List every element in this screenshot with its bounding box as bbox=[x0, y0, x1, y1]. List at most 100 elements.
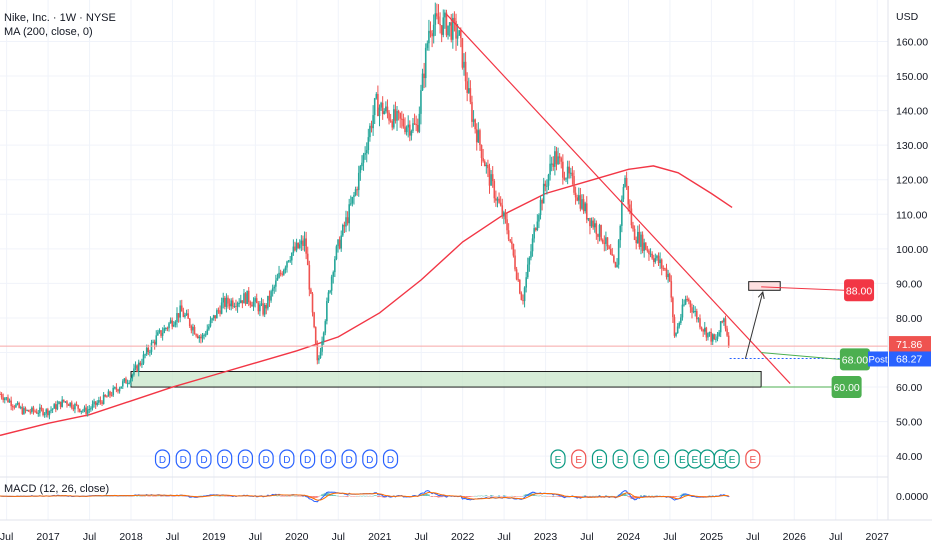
candle-body bbox=[219, 310, 221, 314]
time-tick-label: Jul bbox=[83, 531, 96, 543]
macd-histogram-bar bbox=[587, 496, 590, 497]
candle-body bbox=[59, 401, 62, 407]
macd-histogram-bar bbox=[292, 495, 295, 497]
macd-histogram-bar bbox=[303, 495, 306, 497]
candle-body bbox=[118, 388, 121, 392]
dividend-marker: D bbox=[237, 449, 254, 469]
candle-body bbox=[641, 234, 644, 251]
candle-body bbox=[598, 225, 601, 237]
candle-body bbox=[265, 305, 268, 309]
candle-body bbox=[346, 217, 349, 224]
candle-body bbox=[220, 302, 223, 314]
candle-body bbox=[472, 119, 475, 122]
candle-body bbox=[415, 124, 417, 126]
candle-body bbox=[115, 387, 118, 390]
macd-histogram-bar bbox=[633, 496, 636, 500]
candle-body bbox=[160, 330, 162, 336]
candle-body bbox=[514, 255, 516, 270]
macd-histogram-bar bbox=[273, 495, 276, 497]
candle-body bbox=[0, 393, 1, 395]
macd-histogram-bar bbox=[596, 496, 599, 497]
candle-body bbox=[165, 328, 167, 330]
candle-body bbox=[83, 407, 86, 411]
candle-body bbox=[458, 30, 461, 36]
candle-body bbox=[461, 38, 464, 68]
candle-body bbox=[254, 298, 256, 302]
candle-body bbox=[498, 198, 500, 203]
target-box bbox=[748, 281, 781, 291]
candle-body bbox=[112, 387, 115, 396]
macd-histogram-bar bbox=[298, 496, 301, 497]
macd-histogram-bar bbox=[482, 495, 485, 497]
candle-body bbox=[131, 374, 134, 379]
candle-body bbox=[137, 362, 140, 372]
earnings-marker: E bbox=[687, 449, 703, 469]
candle-body bbox=[715, 338, 717, 340]
macd-histogram-bar bbox=[649, 496, 652, 497]
macd-histogram-bar bbox=[199, 495, 202, 497]
ma-legend[interactable]: MA (200, close, 0) bbox=[4, 26, 93, 38]
chart-title[interactable]: Nike, Inc. · 1W · NYSE bbox=[4, 12, 116, 24]
time-axis[interactable]: Jul 2017 Jul 2018 Jul 2019 Jul 2020 Jul 2021 Jul 20… bbox=[0, 519, 932, 543]
candle-body bbox=[576, 197, 579, 201]
candle-body bbox=[565, 178, 567, 180]
price-axis[interactable]: USD 160.00 150.00 140.00 130.00 120.00 110.00 1… bbox=[868, 0, 932, 550]
candle-body bbox=[574, 192, 577, 198]
candle-body bbox=[393, 109, 395, 128]
macd-histogram-bar bbox=[593, 496, 596, 497]
macd-histogram-bar bbox=[332, 494, 335, 496]
candle-body bbox=[455, 21, 457, 39]
candle-body bbox=[294, 246, 296, 251]
candle-body bbox=[566, 166, 569, 179]
macd-histogram-bar bbox=[671, 496, 674, 498]
candle-body bbox=[460, 30, 462, 39]
candle-body bbox=[662, 268, 665, 270]
candle-body bbox=[200, 336, 202, 339]
candle-body bbox=[297, 242, 299, 248]
macd-histogram-bar bbox=[544, 495, 547, 497]
macd-histogram-bar bbox=[161, 496, 164, 497]
candle-body bbox=[420, 90, 422, 114]
candle-body bbox=[432, 24, 435, 37]
candle-body bbox=[600, 225, 602, 240]
macd-histogram-bar bbox=[338, 496, 341, 497]
candle-body bbox=[114, 387, 116, 389]
candle-body bbox=[279, 272, 282, 274]
candle-body bbox=[587, 218, 590, 220]
macd-histogram-bar bbox=[614, 496, 617, 497]
candle-body bbox=[43, 413, 46, 416]
macd-histogram-bar bbox=[504, 495, 507, 497]
macd-histogram-bar bbox=[370, 496, 373, 497]
macd-histogram-bar bbox=[368, 495, 371, 497]
candle-body bbox=[416, 124, 419, 132]
candle-body bbox=[389, 120, 392, 122]
earnings-marker-letter: E bbox=[729, 455, 736, 466]
macd-legend[interactable]: MACD (12, 26, close) bbox=[4, 483, 110, 495]
macd-histogram-bar bbox=[601, 496, 604, 497]
dividend-marker: D bbox=[279, 449, 295, 469]
candle-body bbox=[155, 335, 158, 345]
candle-body bbox=[429, 30, 432, 34]
candle-body bbox=[319, 351, 322, 358]
candle-body bbox=[329, 290, 331, 293]
candle-body bbox=[53, 404, 56, 409]
candle-body bbox=[536, 221, 539, 231]
time-tick-label: Jul bbox=[829, 531, 842, 543]
macd-histogram-bar bbox=[643, 495, 646, 496]
candle-body bbox=[477, 130, 480, 143]
macd-histogram-bar bbox=[523, 494, 526, 496]
candle-body bbox=[579, 195, 582, 209]
candle-body bbox=[342, 225, 344, 236]
dividend-marker-letter: D bbox=[345, 455, 352, 466]
time-tick-label: Jul bbox=[332, 531, 345, 543]
time-tick-label: 2018 bbox=[119, 531, 143, 543]
macd-histogram-bar bbox=[638, 496, 641, 497]
macd-histogram-bar bbox=[491, 495, 494, 496]
macd-histogram-bar bbox=[488, 496, 491, 497]
price-tick-label: 80.00 bbox=[896, 313, 922, 325]
candle-body bbox=[702, 329, 704, 332]
macd-histogram-bar bbox=[700, 496, 703, 497]
candle-body bbox=[668, 273, 671, 282]
macd-histogram-bar bbox=[555, 496, 558, 497]
